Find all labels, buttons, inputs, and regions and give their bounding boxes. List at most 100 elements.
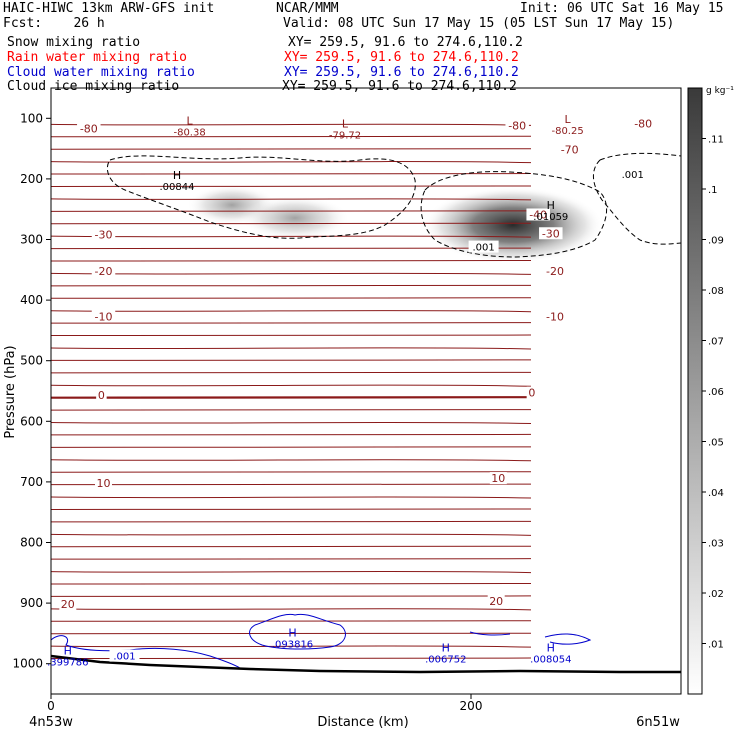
colorbar-tick-label: .06: [708, 387, 724, 398]
isotherm-label-bg: [543, 310, 567, 323]
isotherm-label-bg: [77, 122, 101, 135]
model-title: HAIC-HIWC 13km ARW-GFS init: [3, 1, 215, 16]
extremum-value: -80.38: [173, 127, 205, 138]
ice-contour-right: [420, 171, 608, 258]
x-tick-label: 0: [47, 699, 55, 713]
contour-labels: -80 -80 -80 -70 -40 -30 -30 -20 -20 -10 -10 0 0 10 10 2…: [47, 113, 655, 669]
colorbar-tick-label: .05: [708, 438, 724, 449]
isotherm-label: 0: [528, 387, 535, 400]
isotherm-line: [51, 545, 532, 548]
extremum-value: .093816: [272, 639, 313, 650]
isotherm-label-bg: [95, 476, 112, 489]
isotherm-line: [51, 160, 532, 164]
isotherm-label-bg: [543, 264, 567, 277]
isotherm-line: [51, 148, 532, 150]
y-tick-label: 200: [20, 172, 43, 186]
x-axis: 0 200: [47, 694, 482, 713]
isotherm-line: [51, 222, 532, 225]
isotherm-label-bg: [539, 227, 563, 240]
ice-contour-label-bg: [617, 167, 648, 180]
snow-blob-right: [423, 187, 603, 263]
isotherm-label: -20: [546, 265, 564, 278]
y-axis-title: Pressure (hPa): [3, 345, 18, 438]
isotherm-label: -70: [561, 144, 579, 157]
colorbar-tick-label: .07: [708, 337, 724, 348]
colorbar-tick-label: .11: [708, 135, 724, 146]
isotherm-label-bg: [557, 143, 582, 156]
extremum-mark: H: [547, 642, 555, 655]
isotherm-line: [51, 459, 532, 462]
cloud-ice-contours: [106, 152, 681, 258]
colorbar-tick-label: .01: [708, 640, 724, 651]
field-xy-cloud-ice: XY= 259.5, 91.6 to 274.6,110.2: [282, 79, 517, 94]
isotherm-label-bg: [526, 386, 538, 399]
y-axis: 100 200 300 400 500 600 700 800 900 1000: [12, 111, 51, 671]
cw-contour-label-bg: [109, 649, 140, 662]
isotherm-line: [51, 322, 532, 324]
ice-contour-left: [106, 155, 416, 239]
isotherm-line: [51, 508, 532, 511]
isotherm-line: [51, 272, 532, 275]
ice-contour-label: .001: [472, 243, 494, 254]
endpoint-left: 4n53w: [29, 715, 73, 730]
isotherm-label-bg: [91, 264, 116, 277]
extremum-mark: H: [442, 642, 450, 655]
isotherm-label-bg: [505, 119, 529, 132]
field-xy-snow: XY= 259.5, 91.6 to 274.6,110.2: [288, 35, 523, 50]
isotherm-line: [51, 409, 532, 411]
y-tick-label: 900: [20, 596, 43, 610]
extremum-mark: L: [187, 114, 194, 127]
isotherm-line: [51, 496, 532, 499]
isotherm-line: [51, 645, 532, 648]
field-name-rain: Rain water mixing ratio: [7, 50, 188, 65]
extremum-value: .01059: [533, 212, 568, 223]
field-name-cloud-water: Cloud water mixing ratio: [7, 65, 195, 80]
isotherm-line: [51, 620, 532, 622]
isotherm-label: -20: [95, 265, 113, 278]
isotherm-line: [51, 210, 532, 212]
isotherm-line: [51, 284, 532, 287]
y-tick-label: 500: [20, 354, 43, 368]
colorbar-tick-label: .04: [708, 488, 724, 499]
isotherm-label: 0: [98, 389, 105, 402]
isotherm-label: -80: [80, 122, 98, 135]
isotherm-line: [51, 260, 532, 262]
init-time: Init: 06 UTC Sat 16 May 15: [520, 1, 724, 16]
extremum-value: -80.25: [551, 126, 583, 137]
isotherm-line: [51, 173, 532, 175]
forecast-hour: Fcst: 26 h: [3, 16, 105, 31]
colorbar: g kg⁻¹ .01 .02 .03 .04 .05 .06 .07 .08 .09 .1 .11: [687, 86, 734, 695]
isotherm-line: [51, 123, 532, 126]
extremum-mark: L: [565, 113, 572, 126]
isotherm-label-bg: [631, 117, 655, 130]
cw-contour-label: .001: [113, 652, 135, 663]
isotherm-line: [51, 558, 532, 560]
isotherm-line: [51, 421, 532, 425]
isotherm-label: -30: [95, 228, 113, 241]
colorbar-ramp: [687, 87, 703, 695]
isotherm-label-bg: [489, 472, 507, 485]
extremum-mark: H: [64, 645, 72, 658]
isotherm-label-bg: [59, 598, 77, 611]
institution: NCAR/MMM: [276, 1, 339, 16]
isotherm-line: [51, 347, 532, 350]
field-xy-rain: XY= 259.5, 91.6 to 274.6,110.2: [284, 50, 519, 65]
isotherm-label: -30: [542, 227, 560, 240]
extremum-value: .006752: [425, 655, 466, 666]
snow-blob-left-b: [240, 196, 350, 240]
endpoint-right: 6n51w: [636, 715, 680, 730]
isotherm-line: [51, 520, 532, 523]
isotherm-line: [51, 384, 532, 387]
isotherm-label: -40: [529, 208, 547, 221]
isotherm-line: [51, 396, 532, 399]
isotherm-label: -80: [508, 119, 526, 132]
isotherm-label: -10: [95, 310, 113, 323]
field-name-cloud-ice: Cloud ice mixing ratio: [7, 79, 180, 94]
isotherm-label-bg: [91, 228, 116, 241]
y-tick-label: 700: [20, 475, 43, 489]
isotherm-line: [51, 608, 532, 611]
isotherm-label: 10: [97, 477, 111, 490]
isotherm-line: [51, 135, 532, 138]
isotherm-line: [51, 533, 532, 536]
